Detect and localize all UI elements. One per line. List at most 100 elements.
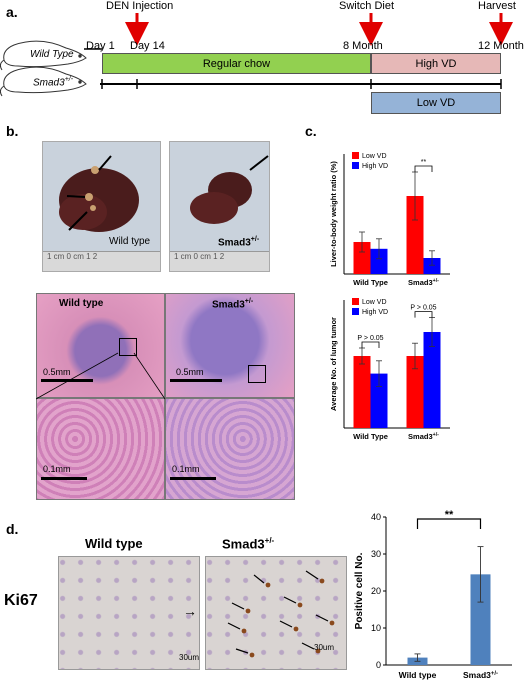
d-y-tick-label-4: 40 bbox=[371, 512, 381, 522]
smad3-scale-high-bar bbox=[170, 477, 216, 480]
smad3-liver-photo: Smad3+/- 1 cm 0 cm 1 2 bbox=[169, 141, 270, 272]
d-sig-label: ** bbox=[445, 509, 454, 521]
panel-c-letter: c. bbox=[305, 123, 317, 139]
c2-y-label: Average No. of lung tumor bbox=[330, 317, 338, 411]
liver-smad3-label-base: Smad3 bbox=[218, 237, 251, 249]
c2-legend-label-1: High VD bbox=[362, 309, 388, 316]
c2-sig-bracket-1 bbox=[414, 311, 433, 318]
ki67-wild-type-label: Wild type bbox=[85, 536, 143, 551]
smad3-histology-low: Smad3+/- 0.5mm bbox=[165, 293, 295, 398]
wild-type-ruler: 1 cm 0 cm 1 2 bbox=[43, 251, 160, 271]
wild-type-histology-low: Wild type 0.5mm bbox=[36, 293, 165, 398]
smad3-ki67-arrows-icon bbox=[227, 570, 335, 658]
d-y-tick-label-1: 10 bbox=[371, 623, 381, 633]
wt-ki67-arrow-icon: → bbox=[183, 603, 197, 619]
high-vd-diet-label: High VD bbox=[415, 57, 457, 70]
c2-x-tick-0: Wild Type bbox=[353, 432, 388, 441]
c1-y-label: Liver-to-body weight ratio (%) bbox=[330, 161, 338, 267]
wild-type-zoom-box bbox=[119, 338, 137, 356]
liver-wild-type-label: Wild type bbox=[109, 236, 151, 247]
c1-sig-bracket-0 bbox=[414, 165, 433, 172]
liver-ratio-chart: Liver-to-body weight ratio (%) Wild Type S… bbox=[330, 152, 450, 287]
histo-smad3-label-sup: +/- bbox=[244, 298, 254, 305]
histo-wild-type-label: Wild type bbox=[59, 298, 104, 309]
d-y-tick-label-2: 20 bbox=[371, 586, 381, 596]
wt-scale-low-bar bbox=[41, 379, 93, 382]
ki67-wild-type-image: → 30um bbox=[58, 556, 200, 670]
liver-smad3-label: Smad3+/- bbox=[218, 236, 259, 248]
panel-d-letter: d. bbox=[6, 521, 19, 537]
c1-legend-label-1: High VD bbox=[362, 163, 388, 170]
smad3-mouse-label-base: Smad3 bbox=[33, 77, 65, 89]
wt-scale-high-bar bbox=[41, 477, 87, 480]
c1-bar-0-1 bbox=[406, 196, 424, 274]
c2-bar-1-1 bbox=[423, 332, 441, 428]
histo-smad3-label-base: Smad3 bbox=[212, 299, 245, 311]
den-injection-label: DEN Injection bbox=[106, 0, 174, 12]
wild-type-mouse-icon bbox=[0, 40, 87, 71]
c1-x-tick-0: Wild Type bbox=[353, 278, 388, 287]
ki67-smad3-image: 30um bbox=[205, 556, 347, 670]
ki67-stain-label: Ki67 bbox=[4, 592, 38, 609]
c2-legend-swatch-0 bbox=[352, 298, 359, 305]
c1-bar-0-0 bbox=[353, 242, 371, 274]
regular-chow-label: Regular chow bbox=[202, 57, 271, 70]
high-vd-bar: High VD bbox=[371, 53, 501, 74]
c2-bar-1-0 bbox=[370, 373, 388, 428]
regular-chow-bar: Regular chow bbox=[102, 53, 371, 74]
smad3-scale-high-label: 0.1mm bbox=[172, 464, 200, 474]
timepoint-12month: 12 Month bbox=[478, 40, 524, 52]
wild-type-mouse-label: Wild Type bbox=[30, 49, 74, 60]
smad3-zoom-box bbox=[248, 365, 266, 383]
smad3-mouse-label-sup: +/- bbox=[64, 76, 74, 83]
smad3-histology-high: 0.1mm bbox=[165, 398, 295, 500]
c2-x-tick-1: Smad3+/- bbox=[408, 432, 439, 441]
panel-b-letter: b. bbox=[6, 123, 19, 139]
harvest-label: Harvest bbox=[478, 0, 516, 12]
positive-cell-chart: 0 10 20 30 40 Positive cell No. Wild type Smad3… bbox=[354, 509, 512, 680]
wt-scale-low-label: 0.5mm bbox=[43, 367, 71, 377]
timepoint-day14: Day 14 bbox=[130, 40, 165, 52]
wild-type-histology-high: 0.1mm bbox=[36, 398, 165, 500]
c2-bar-0-1 bbox=[406, 356, 424, 428]
wt-ki67-scale-label: 30um bbox=[179, 653, 200, 662]
lung-tumor-chart: Average No. of lung tumor Wild Type Smad3+… bbox=[330, 298, 450, 441]
c1-x-tick-1: Smad3+/- bbox=[408, 278, 439, 287]
smad3-ki67-scale-label: 30um bbox=[314, 643, 335, 652]
c1-legend-swatch-1 bbox=[352, 162, 359, 169]
c1-sig-label-0: ** bbox=[421, 159, 427, 166]
c2-bar-0-0 bbox=[353, 356, 371, 428]
c2-sig-label-0: P > 0.05 bbox=[357, 335, 383, 342]
wt-scale-high-label: 0.1mm bbox=[43, 464, 71, 474]
d-bar-1 bbox=[470, 574, 491, 665]
ki67-smad3-label: Smad3+/- bbox=[222, 536, 274, 551]
histo-smad3-label: Smad3+/- bbox=[212, 298, 253, 310]
smad3-ruler: 1 cm 0 cm 1 2 bbox=[170, 251, 269, 271]
ki67-smad3-label-sup: +/- bbox=[264, 536, 275, 545]
c1-bar-1-0 bbox=[370, 248, 388, 274]
low-vd-bar: Low VD bbox=[371, 92, 501, 114]
c2-sig-label-1: P > 0.05 bbox=[410, 305, 436, 312]
c2-sig-bracket-0 bbox=[361, 341, 380, 348]
liver-smad3-label-sup: +/- bbox=[250, 236, 260, 243]
c2-legend-label-0: Low VD bbox=[362, 299, 387, 306]
smad3-mouse-label: Smad3+/- bbox=[33, 76, 73, 88]
zoom-connector-lines bbox=[36, 352, 166, 400]
d-y-tick-label-3: 30 bbox=[371, 549, 381, 559]
timeline-svg bbox=[0, 13, 513, 97]
d-x-tick-0: Wild type bbox=[399, 670, 437, 680]
d-x-tick-1: Smad3+/- bbox=[463, 670, 498, 680]
c1-legend-label-0: Low VD bbox=[362, 153, 387, 160]
c1-bar-1-1 bbox=[423, 258, 441, 274]
panel-a-letter: a. bbox=[6, 4, 18, 20]
wild-type-liver-photo: Wild type 1 cm 0 cm 1 2 bbox=[42, 141, 161, 272]
smad3-scale-low-bar bbox=[170, 379, 222, 382]
low-vd-diet-label: Low VD bbox=[416, 97, 456, 109]
ki67-smad3-label-base: Smad3 bbox=[222, 536, 265, 552]
smad3-mouse-icon bbox=[0, 66, 87, 97]
c2-legend-swatch-1 bbox=[352, 308, 359, 315]
switch-diet-label: Switch Diet bbox=[339, 0, 395, 12]
d-y-label: Positive cell No. bbox=[354, 552, 365, 629]
d-sig-bracket bbox=[416, 518, 482, 529]
